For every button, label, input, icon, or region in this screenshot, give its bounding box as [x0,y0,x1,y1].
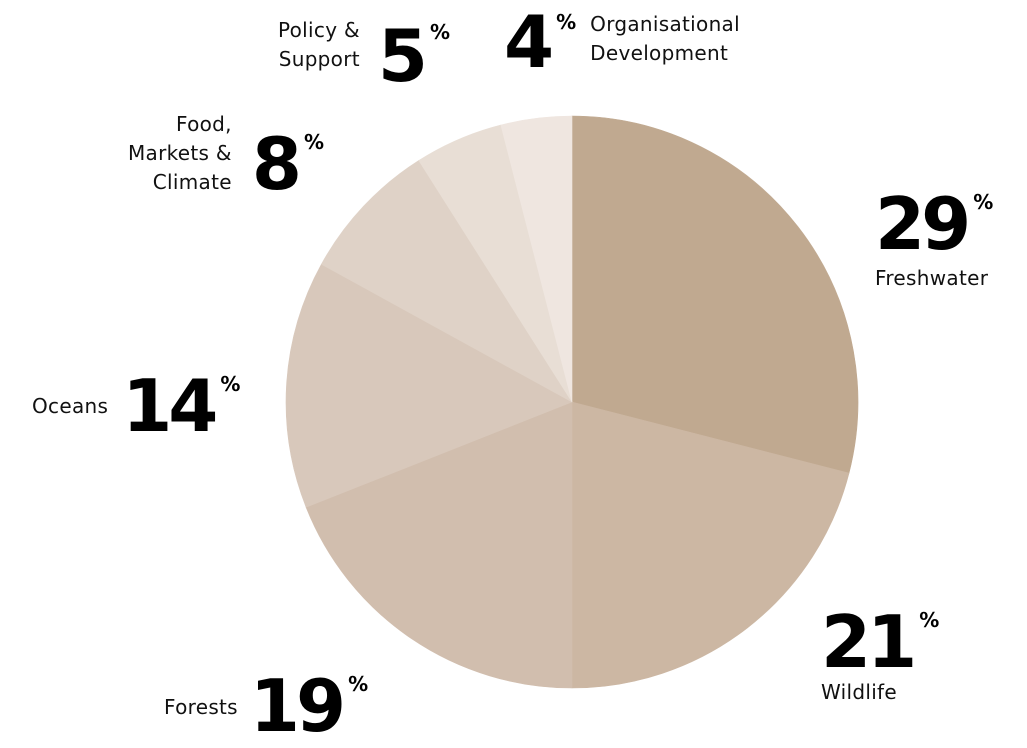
value-oceans: 14 [122,364,218,448]
pct-forests: % [348,672,369,696]
label-organisational-development: Organisational Development [590,12,740,65]
pct-freshwater: % [973,190,994,214]
pie-slice-organisational-development [500,115,573,403]
value-food-markets-climate: 8 [251,122,302,206]
pct-oceans: % [220,372,241,396]
label-freshwater: Freshwater [875,266,989,290]
pie-slice-wildlife [571,401,850,689]
callout-wildlife: 21 % Wildlife [821,600,940,707]
label-oceans: Oceans [32,393,109,418]
callout-policy-support: Policy & Support 5 % [278,14,451,98]
pct-wildlife: % [919,608,940,632]
pie-slice-freshwater [571,115,859,474]
callout-oceans: Oceans 14 % [32,364,241,448]
value-policy-support: 5 [377,14,428,98]
label-food-markets-climate: Food, Markets & Climate [128,112,232,194]
pct-food-markets-climate: % [303,130,324,154]
value-forests: 19 [249,664,346,748]
callout-organisational-development: 4 % Organisational Development [504,0,740,84]
callout-freshwater: 29 % Freshwater [875,182,994,293]
label-wildlife: Wildlife [821,680,898,704]
callout-forests: Forests 19 % [164,664,369,748]
pie-slice-oceans [285,263,573,508]
value-freshwater: 29 [875,182,971,266]
label-forests: Forests [164,694,238,719]
label-policy-support: Policy & Support [278,18,360,71]
pie-slice-forests [305,401,573,689]
value-organisational-development: 4 [504,0,554,84]
value-wildlife: 21 [821,600,917,684]
pct-policy-support: % [430,20,451,44]
pie-slice-food-markets-climate [320,160,573,403]
pct-organisational-development: % [556,10,577,34]
callout-food-markets-climate: Food, Markets & Climate 8 % [128,110,324,206]
